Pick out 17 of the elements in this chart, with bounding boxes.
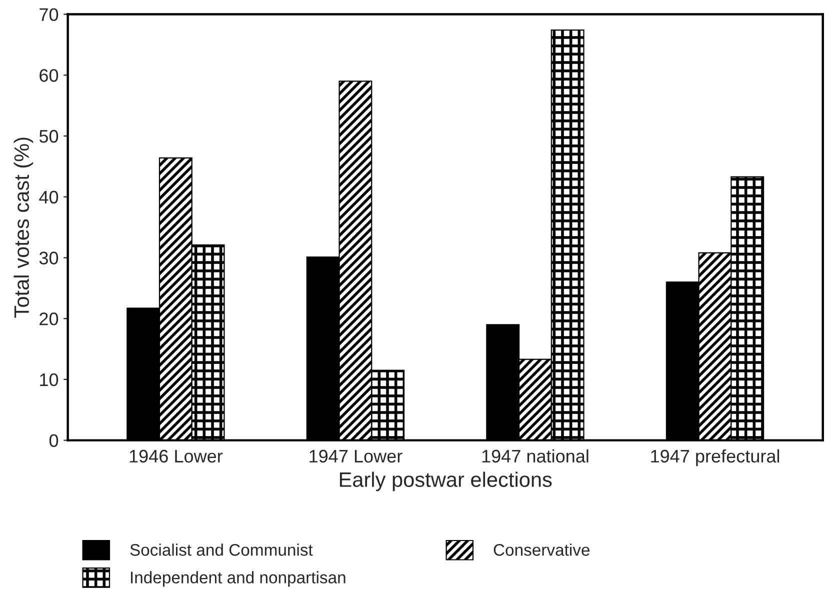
legend-label: Independent and nonpartisan xyxy=(131,571,346,587)
y-axis-title: Total votes cast (%) xyxy=(14,138,34,318)
x-tick-label: 1947 Lower xyxy=(310,450,402,463)
legend-label: Socialist and Communist xyxy=(130,544,313,556)
x-tick-label: 1947 prefectural xyxy=(651,449,780,466)
y-tick-label: 50 xyxy=(39,130,58,143)
y-tick-label: 70 xyxy=(40,8,58,21)
x-tick-label: 1946 Lower xyxy=(130,450,223,463)
y-tick-label: 10 xyxy=(40,373,58,386)
legend-label: Conservative xyxy=(494,544,590,556)
y-tick-label: 20 xyxy=(40,312,58,326)
x-tick-label: 1947 national xyxy=(482,449,588,463)
y-tick-label: 60 xyxy=(40,69,58,82)
y-tick-label: 40 xyxy=(39,190,58,204)
x-axis-title: Early postwar elections xyxy=(340,472,552,492)
y-tick-label: 30 xyxy=(39,252,58,264)
y-tick-label: 0 xyxy=(49,434,58,448)
